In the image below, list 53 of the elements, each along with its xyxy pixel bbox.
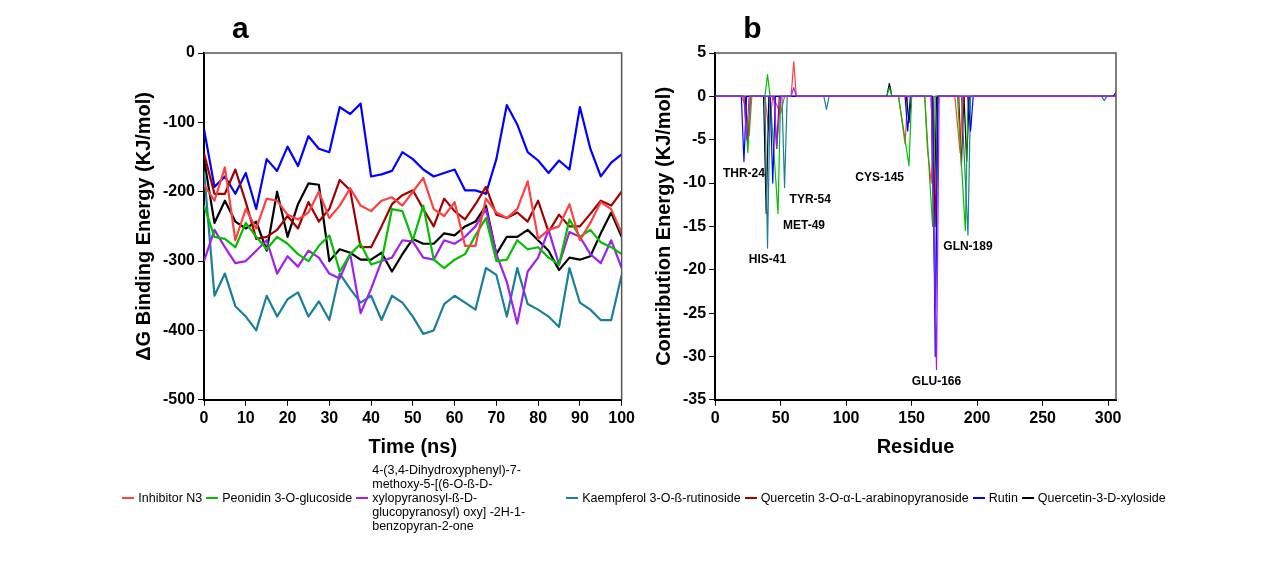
x-tick-label: 40 xyxy=(362,408,381,426)
y-tick-label: -30 xyxy=(683,346,707,364)
x-tick-label: 60 xyxy=(445,408,464,426)
x-tick-label: 100 xyxy=(832,408,860,426)
legend-label: Rutin xyxy=(988,491,1018,505)
y-tick-label: -15 xyxy=(683,216,707,234)
y-tick-label: -300 xyxy=(162,251,196,269)
y-tick-label: -500 xyxy=(162,390,196,408)
x-tick-label: 0 xyxy=(199,408,209,426)
x-tick-label: 300 xyxy=(1094,408,1122,426)
legend-label: Quercetin-3-D-xyloside xyxy=(1037,491,1166,505)
x-tick-label: 50 xyxy=(403,408,422,426)
y-tick-label: -20 xyxy=(683,260,707,278)
y-axis-title: Contribution Energy (KJ/mol) xyxy=(651,86,674,366)
y-tick-label: 0 xyxy=(697,86,707,104)
x-tick-label: 200 xyxy=(963,408,991,426)
x-tick-label: 30 xyxy=(320,408,339,426)
chart-title: b xyxy=(743,11,762,45)
y-tick-label: -5 xyxy=(691,130,707,148)
x-tick-label: 150 xyxy=(898,408,926,426)
annotation: MET-49 xyxy=(783,217,826,232)
annotation: CYS-145 xyxy=(855,170,905,185)
legend-label: Quercetin 3-O-α-L-arabinopyranoside xyxy=(760,491,969,505)
x-tick-label: 10 xyxy=(236,408,255,426)
y-tick-label: 0 xyxy=(186,43,196,61)
legend-label: Kaempferol 3-O-ß-rutinoside xyxy=(582,491,741,505)
y-tick-label: 5 xyxy=(697,43,707,61)
y-tick-label: -35 xyxy=(683,390,707,408)
x-axis-title: Residue xyxy=(876,434,955,457)
y-tick-label: -200 xyxy=(162,182,196,200)
y-tick-label: -400 xyxy=(162,320,196,338)
legend-label: 4-(3,4-Dihydroxyphenyl)-7-methoxy-5-[(6-O-ß-D-xylopyranosyl-ß-D-glucopyranosyl) oxy] -2H-1-benzopyran-2-one xyxy=(372,463,527,533)
x-tick-label: 80 xyxy=(529,408,548,426)
x-tick-label: 70 xyxy=(487,408,506,426)
y-tick-label: -10 xyxy=(683,173,707,191)
annotation: TYR-54 xyxy=(789,191,832,206)
x-tick-label: 90 xyxy=(570,408,589,426)
y-tick-label: -100 xyxy=(162,112,196,130)
chart-title: a xyxy=(232,11,250,45)
annotation: GLN-189 xyxy=(943,239,993,254)
annotation: GLU-166 xyxy=(911,373,962,388)
annotation: THR-24 xyxy=(722,165,766,180)
y-axis-title: ΔG Binding Energy (KJ/mol) xyxy=(131,91,154,361)
x-tick-label: 250 xyxy=(1029,408,1057,426)
x-tick-label: 0 xyxy=(710,408,720,426)
annotation: HIS-41 xyxy=(748,252,787,267)
legend-label: Peonidin 3-O-glucoside xyxy=(222,491,353,505)
x-tick-label: 20 xyxy=(278,408,297,426)
y-tick-label: -25 xyxy=(683,303,707,321)
legend-label: Inhibitor N3 xyxy=(138,491,203,505)
x-tick-label: 100 xyxy=(608,408,636,426)
x-tick-label: 50 xyxy=(771,408,790,426)
x-axis-title: Time (ns) xyxy=(368,434,458,457)
